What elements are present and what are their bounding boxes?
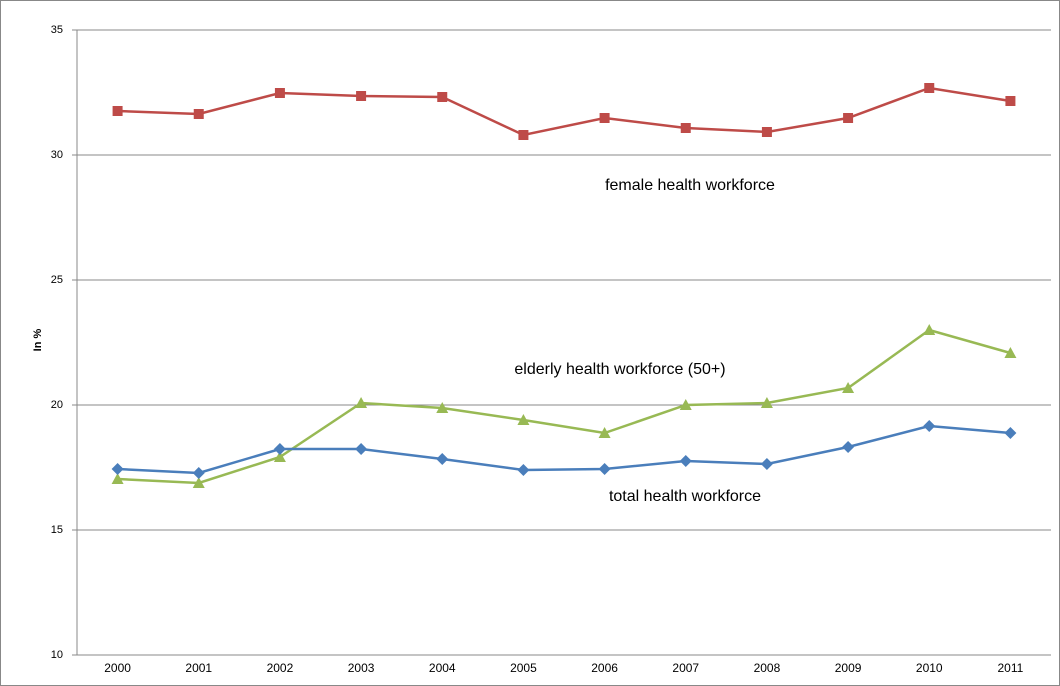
marker — [517, 414, 530, 425]
marker — [111, 463, 124, 475]
series-line — [117, 328, 1011, 485]
marker — [761, 127, 772, 137]
series-label: total health workforce — [609, 488, 761, 505]
series-label: elderly health workforce (50+) — [514, 361, 725, 378]
marker — [355, 443, 368, 455]
marker — [436, 402, 449, 413]
y-tick-label: 20 — [51, 399, 63, 411]
x-tick-label: 2011 — [998, 661, 1024, 675]
marker — [680, 123, 691, 133]
x-tick-label: 2001 — [185, 661, 212, 675]
x-tick-label: 2002 — [267, 661, 294, 675]
x-tick-label: 2006 — [591, 661, 618, 675]
x-tick-label: 2000 — [104, 661, 131, 675]
marker — [436, 453, 449, 465]
marker — [679, 399, 692, 410]
y-tick-label: 10 — [51, 649, 63, 661]
y-axis-label: In % — [32, 328, 44, 351]
x-tick-label: 2004 — [429, 661, 456, 675]
series-label: female health workforce — [605, 177, 775, 194]
marker — [924, 83, 935, 93]
marker — [517, 464, 530, 476]
x-tick-label: 2009 — [835, 661, 862, 675]
marker — [356, 91, 367, 101]
marker — [518, 130, 529, 140]
x-tick-label: 2010 — [916, 661, 943, 675]
marker — [192, 477, 205, 488]
marker — [598, 427, 611, 438]
marker — [923, 324, 936, 335]
marker — [112, 106, 123, 116]
x-tick-label: 2007 — [672, 661, 699, 675]
marker — [192, 467, 205, 479]
x-tick-label: 2005 — [510, 661, 537, 675]
y-tick-label: 15 — [51, 524, 63, 536]
marker — [760, 458, 773, 470]
y-tick-label: 35 — [51, 24, 63, 36]
y-tick-label: 25 — [51, 274, 63, 286]
marker — [923, 420, 936, 432]
x-tick-label: 2003 — [348, 661, 375, 675]
marker — [274, 88, 285, 98]
marker — [193, 109, 204, 119]
marker — [437, 92, 448, 102]
marker — [111, 473, 124, 484]
marker — [843, 113, 854, 123]
marker — [1004, 427, 1017, 439]
x-tick-label: 2008 — [754, 661, 781, 675]
series-line — [117, 424, 1011, 475]
marker — [1004, 347, 1017, 358]
y-tick-label: 30 — [51, 149, 63, 161]
marker — [760, 397, 773, 408]
series-line — [117, 86, 1011, 137]
marker — [1005, 96, 1016, 106]
marker — [273, 451, 286, 462]
marker — [598, 463, 611, 475]
marker — [842, 382, 855, 393]
marker — [355, 397, 368, 408]
marker — [273, 443, 286, 455]
marker — [842, 441, 855, 453]
marker — [679, 455, 692, 467]
marker — [599, 113, 610, 123]
